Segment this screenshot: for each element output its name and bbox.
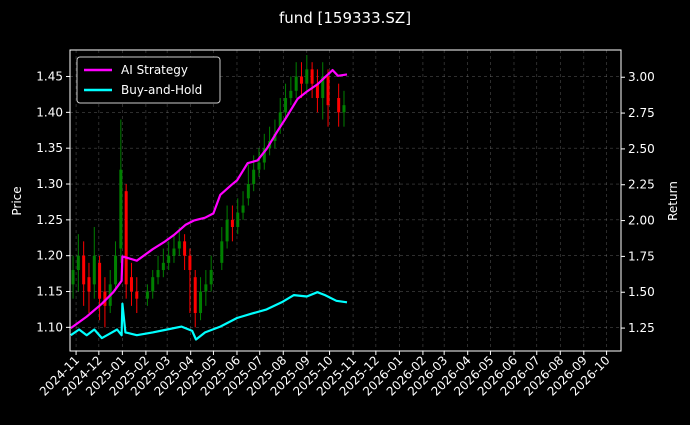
y-tick-label-left: 1.25 — [36, 213, 63, 227]
candle-body — [151, 277, 155, 292]
series-lines — [70, 68, 348, 341]
candle-body — [167, 255, 171, 263]
y-tick-label-right: 2.75 — [628, 106, 655, 120]
candle-body — [119, 169, 123, 249]
candle-body — [204, 284, 208, 292]
y-axis-label-left: Price — [10, 186, 24, 215]
candle-body — [161, 262, 165, 271]
candle-body — [135, 291, 139, 299]
candle-body — [342, 105, 346, 113]
candle-body — [172, 248, 176, 256]
candle-body — [92, 255, 96, 285]
candle-body — [183, 241, 187, 256]
candle-body — [252, 169, 256, 185]
candle-body — [145, 291, 149, 299]
candle-body — [294, 76, 298, 91]
candle-body — [98, 262, 102, 299]
candle-body — [315, 83, 319, 99]
candle-body — [82, 255, 86, 285]
y-tick-label-right: 3.00 — [628, 70, 655, 84]
y-tick-label-right: 2.00 — [628, 214, 655, 228]
candle-body — [299, 76, 303, 84]
candle-body — [230, 219, 234, 228]
y-tick-label-right: 1.25 — [628, 321, 655, 335]
candle-body — [326, 76, 330, 106]
candle-body — [103, 291, 107, 306]
candle-body — [246, 184, 250, 199]
candle-body — [284, 98, 288, 113]
candle-body — [177, 241, 181, 249]
candle-body — [220, 241, 224, 263]
candle-body — [278, 112, 282, 127]
y-tick-label-left: 1.30 — [36, 177, 63, 191]
y-tick-label-right: 1.75 — [628, 249, 655, 263]
y-tick-label-right: 2.25 — [628, 178, 655, 192]
candle-body — [156, 270, 160, 278]
legend-label-ai-strategy: AI Strategy — [121, 63, 188, 77]
candle-body — [129, 277, 133, 292]
candle-body — [209, 270, 213, 285]
candle-body — [241, 205, 245, 213]
candle-body — [289, 90, 293, 99]
y-tick-label-left: 1.10 — [36, 320, 63, 334]
y-tick-label-left: 1.20 — [36, 249, 63, 263]
plot-frame — [69, 49, 622, 352]
legend-box — [76, 56, 221, 104]
ai-strategy-line — [70, 68, 348, 329]
candle-body — [114, 255, 118, 285]
candle-body — [310, 69, 314, 84]
candle-body — [124, 191, 128, 285]
candle-body — [305, 69, 309, 84]
y-tick-label-right: 1.50 — [628, 285, 655, 299]
candle-body — [193, 277, 197, 314]
candle-body — [199, 291, 203, 314]
candle-body — [87, 277, 91, 292]
candle-body — [337, 98, 341, 113]
y-axis-label-right: Return — [666, 181, 680, 221]
legend: AI Strategy Buy-and-Hold — [76, 56, 221, 104]
candle-body — [236, 212, 240, 228]
candle-body — [257, 162, 261, 170]
candle-body — [321, 76, 325, 99]
y-tick-label-left: 1.45 — [36, 70, 63, 84]
y-tick-label-left: 1.40 — [36, 105, 63, 119]
candle-body — [262, 148, 266, 163]
chart-title: fund [159333.SZ] — [279, 9, 411, 27]
legend-label-buy-and-hold: Buy-and-Hold — [121, 83, 202, 97]
y-tick-label-left: 1.35 — [36, 141, 63, 155]
candle-body — [225, 219, 229, 242]
y-tick-label-left: 1.15 — [36, 285, 63, 299]
y-tick-label-right: 2.50 — [628, 142, 655, 156]
candlestick-layer — [71, 55, 346, 328]
candle-body — [188, 255, 192, 271]
candle-body — [76, 255, 80, 271]
candle-body — [71, 270, 75, 285]
buy-and-hold-line — [70, 291, 348, 341]
axes-layer: 1.10 1.15 1.20 1.25 1.30 1.35 1.40 1.45 1.25 1.50… — [36, 70, 654, 399]
